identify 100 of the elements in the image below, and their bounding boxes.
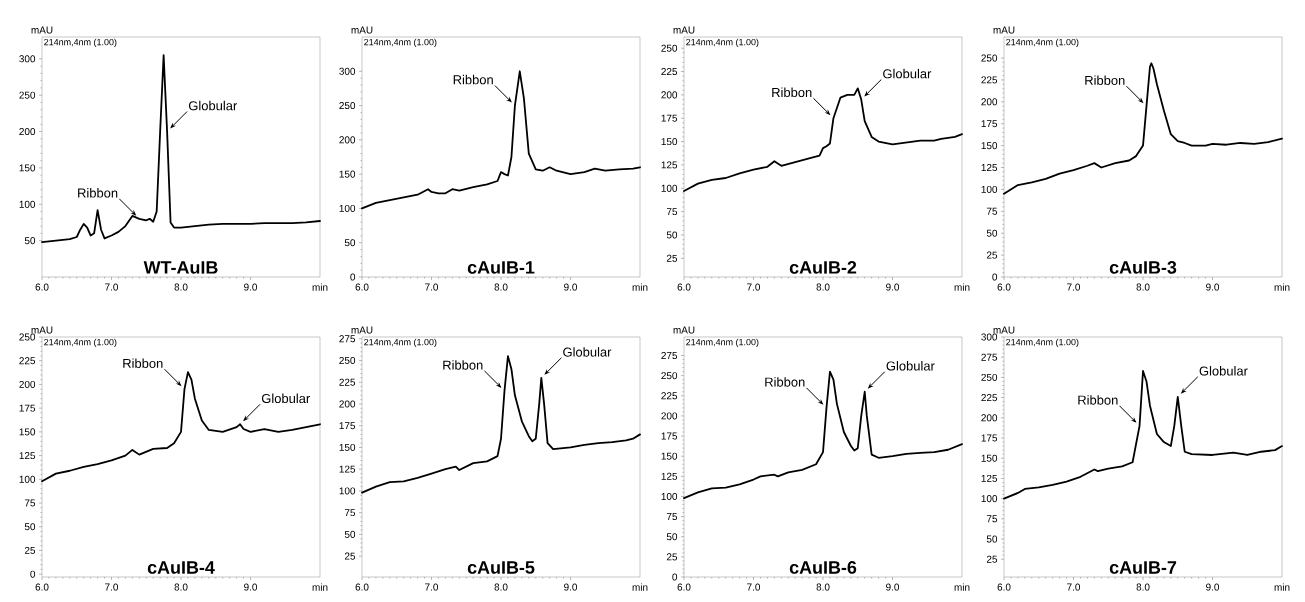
y-tick-label: 250 — [339, 102, 356, 110]
y-tick-label: 225 — [339, 378, 356, 386]
y-tick-label: 100 — [981, 495, 998, 503]
x-axis-title: min — [312, 583, 328, 591]
x-tick-label: 7.0 — [105, 283, 119, 291]
annotation: cAuIB-2 — [789, 261, 857, 274]
x-tick-label: 7.0 — [105, 583, 119, 591]
x-tick-label: 9.0 — [564, 283, 578, 291]
y-tick-label: 175 — [661, 432, 678, 440]
y-tick-label: 200 — [661, 412, 678, 420]
x-tick-label: 8.0 — [494, 583, 508, 591]
x-tick-label: 9.0 — [564, 583, 578, 591]
y-tick-label: 200 — [981, 98, 998, 106]
y-tick-label: 125 — [661, 161, 678, 169]
y-axis-title: mAU — [351, 26, 373, 34]
x-tick-label: 8.0 — [174, 583, 188, 591]
y-tick-label: 200 — [19, 128, 36, 136]
annotation: Globular — [261, 393, 310, 404]
y-tick-label: 100 — [339, 204, 356, 212]
y-tick-label: 100 — [19, 475, 36, 483]
x-tick-label: 7.0 — [425, 283, 439, 291]
y-tick-label: 175 — [981, 120, 998, 128]
y-tick-label: 175 — [339, 422, 356, 430]
y-tick-label: 0 — [992, 273, 998, 281]
x-tick-label: 8.0 — [816, 283, 830, 291]
y-tick-label: 25 — [666, 254, 678, 262]
y-tick-label: 25 — [24, 546, 36, 554]
annotation: WT-AuIB — [143, 261, 218, 274]
y-tick-label: 225 — [661, 68, 678, 76]
annotation: 214nm,4nm (1.00) — [686, 38, 759, 48]
y-tick-label: 150 — [19, 164, 36, 172]
x-tick-label: 6.0 — [35, 283, 49, 291]
y-tick-label: 275 — [661, 352, 678, 360]
y-tick-label: 150 — [19, 428, 36, 436]
annotation: Globular — [563, 347, 612, 357]
x-tick-label: 9.0 — [886, 583, 900, 591]
y-tick-label: 25 — [986, 251, 998, 259]
y-tick-label: 125 — [981, 474, 998, 482]
y-tick-label: 200 — [661, 91, 678, 99]
annotation: cAuIB-5 — [467, 561, 535, 574]
y-tick-label: 50 — [666, 533, 678, 541]
y-tick-label: 150 — [339, 170, 356, 178]
y-tick-label: 75 — [344, 509, 356, 517]
annotation: 214nm,4nm (1.00) — [1006, 38, 1079, 48]
y-tick-label: 50 — [986, 535, 998, 543]
y-tick-label: 25 — [344, 552, 356, 560]
x-axis-title: min — [954, 583, 970, 591]
x-tick-label: 9.0 — [1206, 583, 1220, 591]
annotation: Globular — [883, 68, 932, 79]
y-tick-label: 300 — [981, 333, 998, 341]
x-tick-label: 7.0 — [425, 583, 439, 591]
x-tick-label: 9.0 — [886, 283, 900, 291]
x-axis-title: min — [954, 283, 970, 291]
y-tick-label: 0 — [672, 573, 678, 581]
y-tick-label: 75 — [666, 208, 678, 216]
annotation: cAuIB-6 — [789, 561, 857, 574]
y-tick-label: 100 — [981, 185, 998, 193]
y-tick-label: 175 — [661, 114, 678, 122]
annotation: 214nm,4nm (1.00) — [364, 38, 437, 48]
line-series — [41, 371, 321, 483]
annotation: Ribbon — [772, 87, 812, 98]
y-tick-label: 0 — [350, 273, 356, 281]
y-tick-label: 175 — [19, 404, 36, 412]
annotation: Ribbon — [78, 188, 118, 198]
annotation: cAuIB-4 — [147, 561, 215, 574]
y-tick-label: 125 — [981, 163, 998, 172]
y-tick-label: 50 — [24, 237, 36, 245]
y-tick-label: 200 — [339, 400, 356, 408]
line-series — [361, 355, 641, 494]
y-tick-label: 150 — [981, 142, 998, 150]
y-tick-label: 275 — [339, 335, 356, 343]
y-tick-label: 75 — [24, 499, 36, 507]
y-axis-title: mAU — [673, 326, 695, 334]
y-tick-label: 100 — [19, 200, 36, 208]
x-tick-label: 6.0 — [355, 283, 369, 291]
y-axis-title: mAU — [993, 326, 1015, 334]
line-series — [361, 70, 641, 210]
y-tick-label: 300 — [19, 55, 36, 63]
y-tick-label: 75 — [986, 515, 998, 523]
x-tick-label: 7.0 — [1067, 283, 1081, 291]
y-tick-label: 125 — [19, 452, 36, 460]
x-tick-label: 6.0 — [997, 583, 1011, 591]
annotation: 214nm,4nm (1.00) — [1006, 338, 1079, 348]
y-tick-label: 100 — [339, 487, 356, 495]
y-tick-label: 125 — [339, 465, 356, 473]
annotation: Ribbon — [443, 360, 483, 370]
annotation: Globular — [886, 361, 935, 371]
y-tick-label: 100 — [661, 492, 678, 500]
y-axis-title: mAU — [993, 26, 1015, 34]
y-tick-label: 275 — [981, 353, 998, 361]
y-axis-title: mAU — [31, 26, 53, 34]
annotation: Globular — [188, 100, 238, 111]
annotation: Globular — [1199, 366, 1248, 376]
y-tick-label: 100 — [661, 184, 678, 192]
x-tick-label: 8.0 — [494, 283, 508, 291]
y-tick-label: 250 — [661, 372, 678, 380]
y-tick-label: 300 — [339, 67, 356, 75]
y-tick-label: 75 — [986, 207, 998, 215]
x-tick-label: 9.0 — [1206, 283, 1220, 291]
x-tick-label: 8.0 — [1136, 283, 1150, 291]
